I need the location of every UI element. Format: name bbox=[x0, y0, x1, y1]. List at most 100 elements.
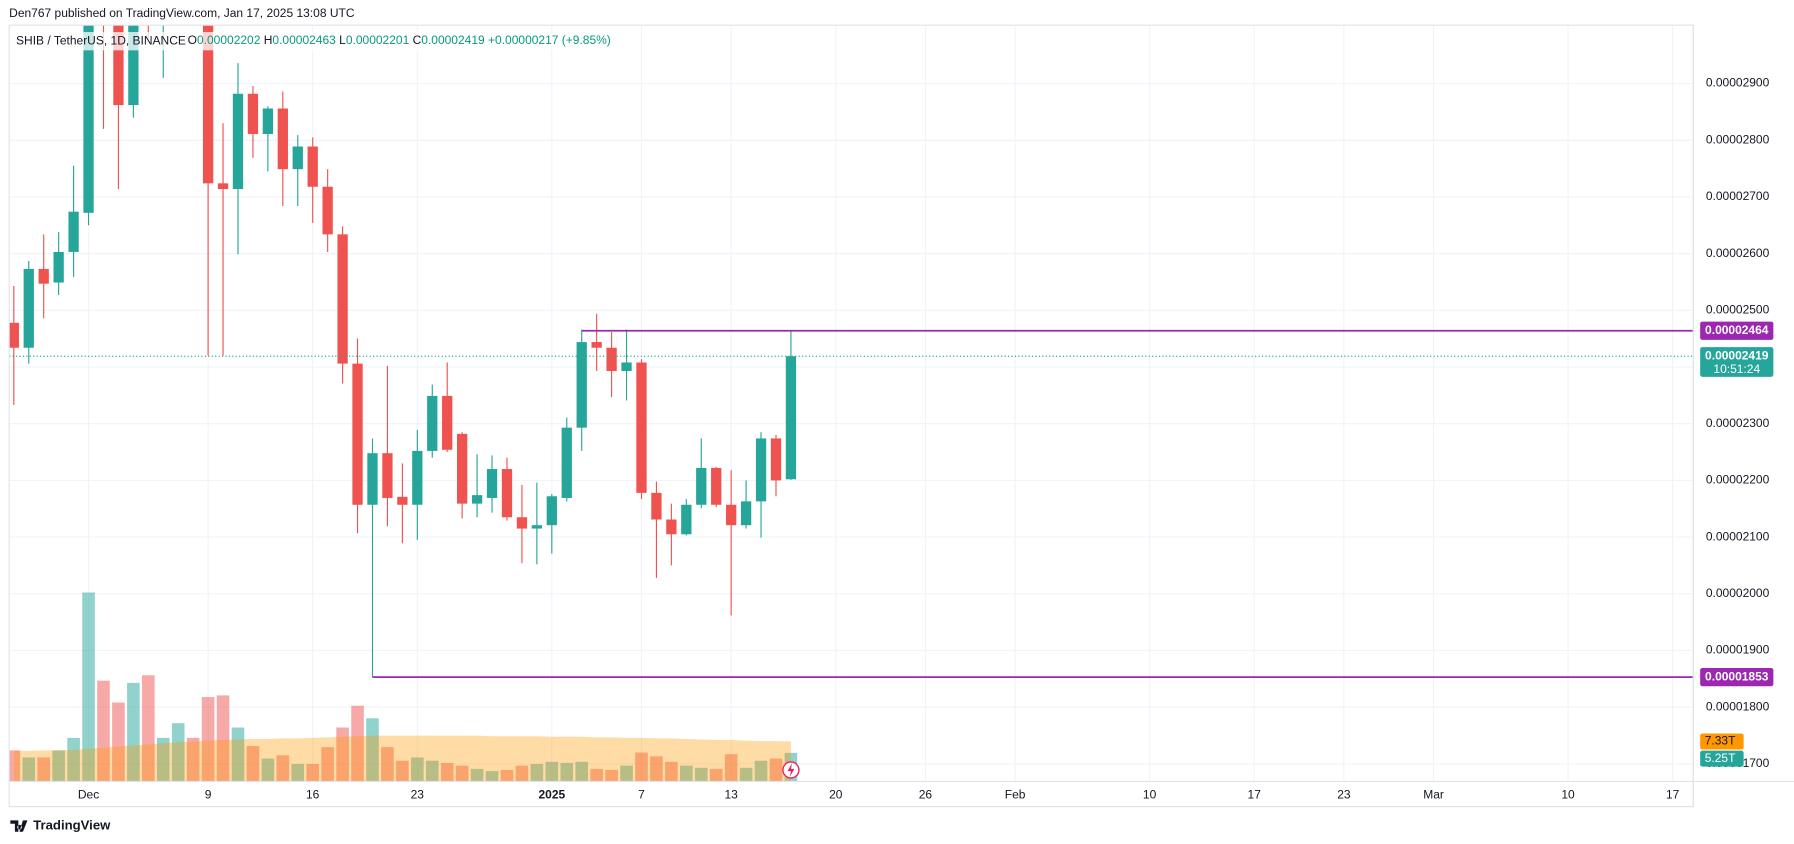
candle-body bbox=[38, 268, 49, 284]
volume-bar bbox=[186, 737, 200, 782]
candle-body bbox=[427, 395, 438, 451]
symbol: SHIB / TetherUS, 1D, BINANCE bbox=[16, 33, 186, 47]
y-tick-label: 0.00002700 bbox=[1706, 189, 1770, 203]
volume-bar bbox=[530, 763, 544, 782]
volume-bar bbox=[500, 769, 514, 782]
candle-body bbox=[486, 469, 498, 498]
volume-bar bbox=[560, 762, 574, 782]
candle-body bbox=[352, 363, 363, 505]
volume-bar bbox=[246, 746, 260, 782]
volume-bar bbox=[276, 755, 290, 782]
candle-body bbox=[576, 342, 587, 428]
x-tick-label: 7 bbox=[638, 787, 645, 801]
volume-label-bg bbox=[1700, 750, 1744, 767]
volume-bar bbox=[291, 763, 305, 782]
y-tick-label: 0.00002200 bbox=[1706, 473, 1770, 487]
volume-bar bbox=[470, 768, 484, 782]
candle-body bbox=[307, 146, 318, 187]
volume-bar bbox=[381, 747, 394, 782]
candle-body bbox=[561, 427, 572, 498]
candle-body bbox=[636, 362, 647, 493]
candle-body bbox=[606, 347, 617, 371]
ohlc-label: C bbox=[413, 33, 422, 47]
countdown: 10:51:24 bbox=[1713, 362, 1760, 376]
price-pane bbox=[9, 25, 797, 678]
volume-bar bbox=[112, 702, 125, 782]
candle-body bbox=[113, 25, 124, 106]
y-tick-label: 0.00002100 bbox=[1706, 529, 1770, 543]
brand: TradingView bbox=[10, 818, 111, 833]
volume-bar bbox=[440, 762, 454, 782]
volume-bar bbox=[425, 760, 439, 782]
volume-bar bbox=[52, 750, 65, 782]
legend: SHIB / TetherUS, 1D, BINANCE O0.00002202… bbox=[11, 32, 611, 51]
y-tick-label: 0.00002600 bbox=[1706, 246, 1770, 260]
brand-name: TradingView bbox=[33, 818, 111, 833]
volume-bar bbox=[216, 695, 230, 782]
candle-body bbox=[785, 356, 797, 480]
candle-body bbox=[232, 93, 244, 190]
volume-bar bbox=[261, 758, 275, 782]
candle-body bbox=[217, 183, 229, 190]
ohlc-label: L bbox=[339, 33, 346, 47]
candle-body bbox=[726, 504, 737, 526]
x-tick-label: 17 bbox=[1248, 787, 1262, 801]
candle-body bbox=[516, 517, 528, 529]
x-tick-label: 10 bbox=[1143, 787, 1157, 801]
ohlc-label: O bbox=[188, 33, 197, 47]
candle-body bbox=[128, 25, 139, 106]
x-tick-label: 23 bbox=[1337, 787, 1351, 801]
volume-bar bbox=[575, 761, 589, 782]
candle-body bbox=[292, 146, 303, 170]
volume-label: 5.25T bbox=[1705, 751, 1736, 765]
candle-body bbox=[681, 504, 692, 535]
y-tick-label: 0.00002800 bbox=[1706, 132, 1770, 146]
volume-bar bbox=[709, 768, 723, 782]
candle-body bbox=[501, 469, 513, 518]
y-tick-label: 0.00002900 bbox=[1706, 76, 1770, 90]
price-line-label: 0.00002464 bbox=[1705, 323, 1769, 337]
volume-bar bbox=[396, 760, 409, 782]
volume-bar bbox=[754, 760, 768, 782]
volume-bar bbox=[67, 737, 80, 782]
candle-body bbox=[740, 501, 752, 526]
candle-body bbox=[202, 25, 214, 184]
volume-bar bbox=[97, 680, 110, 782]
volume-bar bbox=[411, 757, 424, 782]
candle-body bbox=[591, 342, 602, 348]
candle-body bbox=[68, 211, 79, 252]
y-tick-label: 0.00002000 bbox=[1706, 586, 1770, 600]
volume-bar bbox=[336, 727, 349, 782]
x-tick-label: 13 bbox=[724, 787, 738, 801]
volume-bar bbox=[515, 765, 529, 782]
volume-bar bbox=[620, 765, 633, 782]
flash-icon bbox=[787, 763, 795, 777]
volume-bar bbox=[9, 750, 21, 782]
candle-body bbox=[382, 453, 393, 498]
candle-body bbox=[322, 186, 333, 235]
candle-body bbox=[755, 438, 767, 502]
ohlc-value: 0.00002201 bbox=[346, 33, 410, 47]
volume-bar bbox=[605, 769, 618, 782]
legend-background bbox=[11, 32, 607, 51]
volume-bar bbox=[171, 723, 185, 782]
candle-body bbox=[337, 234, 348, 364]
volume-bar bbox=[590, 768, 603, 782]
price-line-label-bg bbox=[1700, 667, 1774, 687]
candle-body bbox=[651, 492, 662, 520]
volume-ma-label-bg bbox=[1700, 733, 1744, 750]
candle-body bbox=[711, 467, 722, 505]
grid bbox=[9, 25, 1694, 782]
volume-pane bbox=[9, 592, 798, 782]
volume-bar bbox=[545, 761, 559, 782]
candle-body bbox=[770, 438, 782, 481]
candle-body bbox=[367, 453, 378, 505]
candle-body bbox=[412, 450, 423, 505]
volume-bar bbox=[665, 761, 678, 782]
candle-body bbox=[83, 25, 94, 213]
volume-bar bbox=[455, 765, 469, 782]
current-price-label: 0.00002419 bbox=[1705, 348, 1769, 362]
candle-body bbox=[23, 268, 34, 348]
volume-bar bbox=[351, 705, 364, 782]
